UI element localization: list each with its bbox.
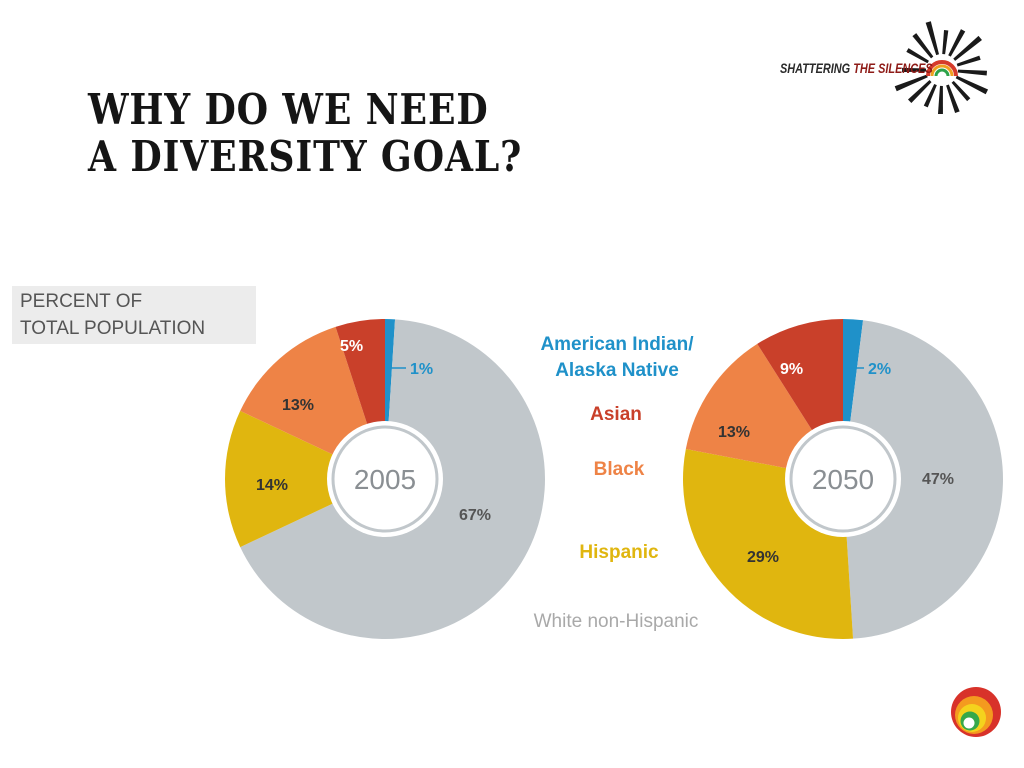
burst-ray [923,83,937,108]
legend-entry-asian: Asian [590,404,642,425]
slide-title: WHY DO WE NEED A DIVERSITY GOAL? [88,86,522,180]
burst-ray [942,30,949,55]
pie-2050-data-label: 29% [747,549,779,566]
burst-ray [912,33,934,59]
burst-ray [955,75,989,95]
burst-ray [894,74,928,92]
chart-subtitle-line-1: PERCENT OF [20,291,142,312]
pie-2005-hole-ring [331,425,439,533]
pie-2050-data-label: 47% [922,471,954,488]
legend-entry-american-indian-alaska-native: Alaska Native [555,360,679,381]
pie-2050-data-label: 2% [868,361,891,378]
legend-entry-black: Black [594,459,645,480]
starburst-rainbow-icon [894,21,989,114]
pie-2050-hole [785,421,901,537]
pie-2005-data-label: 1% [410,361,433,378]
burst-ray [957,69,987,76]
pie-2005-hole [327,421,443,537]
burst-ray [956,55,981,67]
subtitle-background [12,286,256,344]
burst-ray [906,48,929,64]
pie-2050-slice-white-non-hispanic [843,320,1004,639]
burst-ray [946,84,960,114]
rainbow-swirl-icon [951,687,1001,737]
burst-ray [937,85,943,114]
pie-2050-year-label: 2050 [812,464,874,495]
brand-logo-text: SHATTERING THE SILENCES [780,60,933,76]
burst-ray [948,29,966,57]
burst-ray [925,21,939,56]
legend-entry-white-non-hispanic: White non-Hispanic [534,611,699,632]
pie-2050-hole-ring [789,425,897,533]
slide-title-line-2: A DIVERSITY GOAL? [88,132,523,181]
burst-ray [902,67,927,73]
pie-2005-slice-hispanic [224,410,385,548]
chart-subtitle-line-2: TOTAL POPULATION [20,318,205,339]
burst-ray [953,35,982,61]
pie-2005-data-label: 67% [459,507,491,524]
legend-entry-american-indian-alaska-native: American Indian/ [540,334,694,355]
burst-ray [951,80,971,102]
pie-2005-data-label: 13% [282,397,314,414]
slide-title-line-1: WHY DO WE NEED [88,85,489,134]
pie-2005-data-label: 14% [256,477,288,494]
legend-entry-hispanic: Hispanic [579,542,659,563]
pie-2005-data-label: 5% [340,338,363,355]
pie-2005-year-label: 2005 [354,464,416,495]
burst-ray [907,80,932,103]
pie-2050-data-label: 9% [780,361,803,378]
brand-name-part2: THE SILENCES [853,60,933,76]
pie-2050-data-label: 13% [718,424,750,441]
brand-name-part1: SHATTERING [780,60,851,76]
